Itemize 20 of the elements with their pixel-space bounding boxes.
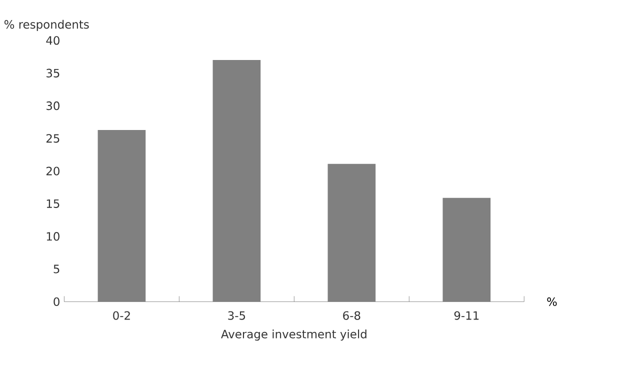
- bar: [212, 60, 261, 302]
- x-tick-label: 3-5: [228, 311, 246, 320]
- x-tick-label: 9-11: [454, 311, 479, 320]
- bar: [328, 164, 376, 302]
- y-tick-label: 0: [54, 297, 60, 306]
- text: %: [547, 297, 557, 306]
- y-axis-title: % respondents: [4, 20, 89, 31]
- y-tick-label: 5: [54, 264, 60, 274]
- bar: [442, 198, 491, 302]
- x-tick-label: 6-8: [343, 311, 360, 320]
- x-axis-title: Average investment yield: [221, 330, 366, 341]
- y-tick-label: 10: [46, 232, 60, 241]
- y-tick-label: 30: [46, 101, 60, 110]
- y-tick-label: 15: [46, 200, 60, 208]
- y-tick-label: 25: [46, 134, 60, 143]
- x-tick-label: 0-2: [113, 311, 130, 320]
- y-tick-label: 20: [46, 166, 60, 176]
- bar: [98, 130, 146, 302]
- y-tick-label: 35: [46, 68, 60, 78]
- y-tick-label: 40: [46, 36, 60, 45]
